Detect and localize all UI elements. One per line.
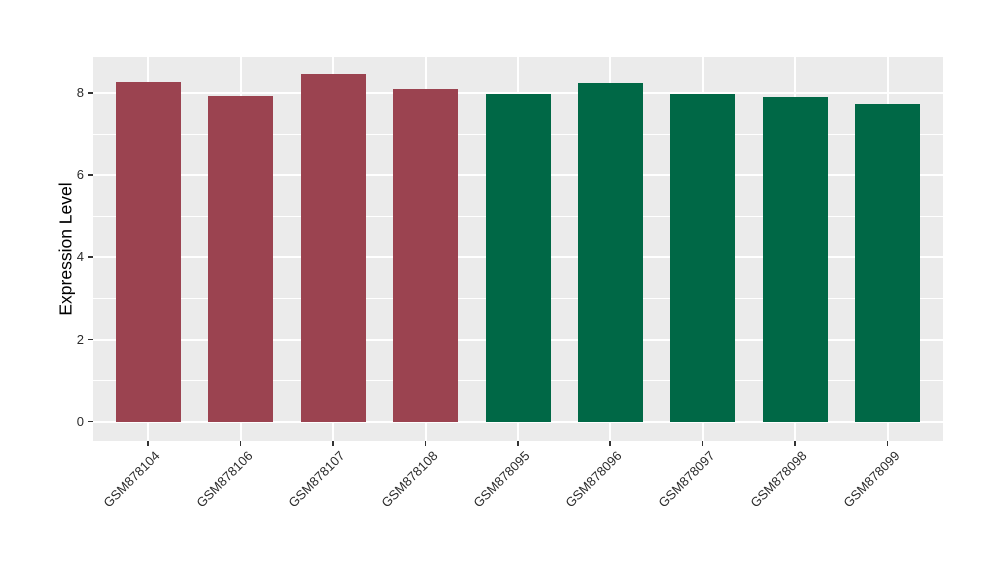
y-tick-label: 4 — [76, 249, 84, 265]
y-tick-label: 8 — [76, 85, 84, 101]
plot-panel — [93, 57, 943, 441]
x-tick-mark — [794, 441, 796, 446]
bar-GSM878097 — [670, 94, 736, 422]
x-tick-mark — [609, 441, 611, 446]
bar-GSM878098 — [762, 96, 828, 422]
bar-GSM878096 — [577, 83, 643, 422]
bar-GSM878108 — [393, 88, 459, 422]
y-tick-mark — [88, 256, 93, 258]
bar-GSM878099 — [855, 104, 921, 422]
y-tick-mark — [88, 92, 93, 94]
y-tick-mark — [88, 420, 93, 423]
bar-GSM878106 — [208, 95, 274, 422]
bar-GSM878095 — [485, 94, 551, 422]
y-tick-label: 2 — [76, 331, 84, 347]
x-tick-mark — [424, 441, 427, 446]
x-tick-mark — [701, 441, 704, 446]
x-tick-label: GSM878099 — [839, 448, 903, 511]
x-tick-mark — [147, 441, 150, 446]
x-tick-mark — [886, 441, 889, 446]
x-tick-mark — [517, 441, 519, 446]
x-tick-mark — [332, 441, 334, 446]
bar-GSM878104 — [115, 82, 181, 422]
y-tick-mark — [88, 174, 93, 176]
y-tick-label: 6 — [76, 167, 84, 183]
x-tick-mark — [239, 441, 242, 446]
y-tick-label: 0 — [76, 413, 84, 429]
bar-GSM878107 — [300, 74, 366, 422]
y-tick-mark — [88, 338, 93, 341]
